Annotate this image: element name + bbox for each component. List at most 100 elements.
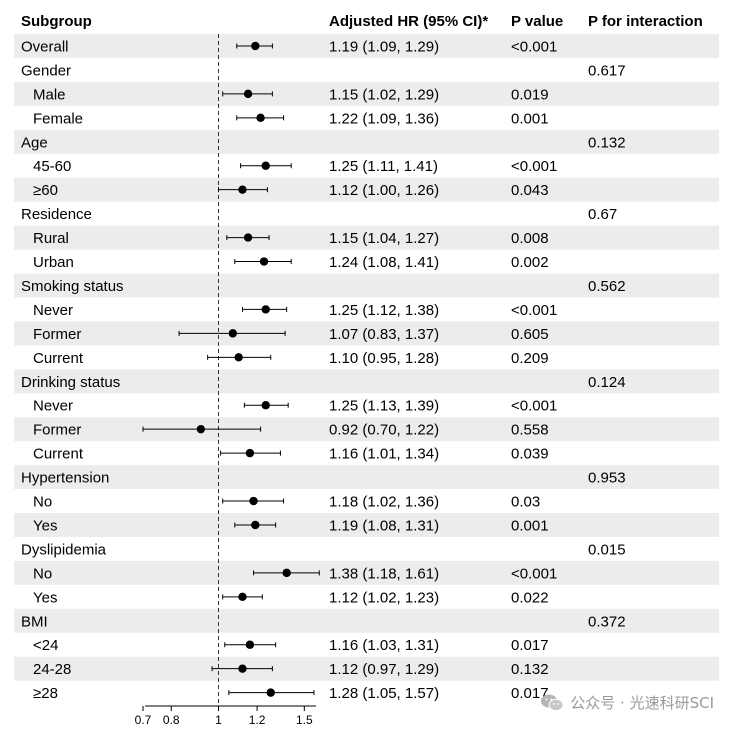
row-p-interaction: 0.562 [588,278,626,295]
row-label: Former [33,326,81,343]
row-hr-text: 1.12 (0.97, 1.29) [329,661,439,678]
hr-point [259,257,269,266]
row-label: 45-60 [33,158,71,175]
row-p-value: <0.001 [511,398,557,415]
hr-point [238,592,247,602]
row-hr-text: 1.15 (1.04, 1.27) [329,230,439,247]
x-tick-label: 1.5 [296,713,313,727]
hr-point [282,568,291,578]
row-p-value: 0.132 [511,661,549,678]
row-hr-text: 1.12 (1.00, 1.26) [329,182,439,199]
row-p-value: 0.017 [511,685,549,702]
row-label: Current [33,350,84,367]
hr-point [228,329,238,338]
row-p-value: 0.002 [511,254,549,271]
row-hr-text: 1.28 (1.05, 1.57) [329,685,439,702]
x-tick-label: 0.8 [163,713,180,727]
row-p-value: 0.03 [511,494,540,511]
row-p-value: <0.001 [511,302,557,319]
row-p-value: 0.001 [511,517,549,534]
hr-point [196,424,206,434]
row-hr-text: 1.25 (1.11, 1.41) [329,158,438,175]
row-p-value: <0.001 [511,38,557,55]
x-tick-label: 1 [215,713,222,727]
hr-point [245,448,255,458]
hr-point [261,401,270,410]
row-p-value: 0.008 [511,230,549,247]
row-label: Residence [21,206,92,223]
row-hr-text: 1.38 (1.18, 1.61) [329,565,439,582]
hr-point [261,161,270,170]
row-label: Current [33,446,84,463]
row-label: Overall [21,38,69,55]
row-p-interaction: 0.372 [588,613,626,630]
x-tick-label: 0.7 [135,713,152,727]
header-p-value: P value [511,13,563,30]
hr-point [234,353,243,362]
row-stripe [14,369,719,394]
row-label: Urban [33,254,74,271]
row-hr-text: 1.16 (1.01, 1.34) [329,446,439,463]
row-p-value: <0.001 [511,158,557,175]
row-label: Yes [33,517,57,534]
row-stripe [14,656,719,681]
row-stripe [14,560,719,585]
row-stripe [14,129,719,154]
row-p-value: <0.001 [511,565,557,582]
row-label: Drinking status [21,374,120,391]
header-p-interaction: P for interaction [588,13,703,30]
x-tick-label: 1.2 [249,713,266,727]
row-stripe [14,34,719,58]
row-p-value: 0.039 [511,446,549,463]
row-hr-text: 1.22 (1.09, 1.36) [329,110,439,127]
row-stripe [14,608,719,633]
row-hr-text: 1.07 (0.83, 1.37) [329,326,439,343]
row-stripe [14,81,719,106]
row-label: Former [33,422,81,439]
hr-point [266,688,275,697]
row-hr-text: 1.19 (1.09, 1.29) [329,38,439,55]
row-stripe [14,465,719,490]
hr-point [261,305,270,314]
row-label: Gender [21,62,71,79]
row-label: ≥60 [33,182,58,199]
row-label: No [33,565,52,582]
hr-point [238,185,247,194]
hr-point [256,113,265,123]
row-p-value: 0.209 [511,350,549,367]
row-label: Yes [33,589,57,606]
hr-point [251,520,260,530]
row-label: ≥28 [33,685,58,702]
row-p-interaction: 0.617 [588,62,626,79]
row-label: Male [33,86,66,103]
row-p-value: 0.017 [511,637,549,654]
row-label: Age [21,134,48,151]
row-hr-text: 1.12 (1.02, 1.23) [329,589,439,606]
row-label: Never [33,398,73,415]
row-stripe [14,225,719,250]
row-hr-text: 1.24 (1.08, 1.41) [329,254,439,271]
row-label: Smoking status [21,278,124,295]
row-p-value: 0.022 [511,589,549,606]
row-stripe [14,177,719,202]
header-hr: Adjusted HR (95% CI)* [329,13,488,30]
row-stripe [14,417,719,442]
row-p-interaction: 0.67 [588,206,617,223]
watermark-text: 公众号 · 光速科研SCI [570,694,714,712]
hr-point [251,41,260,51]
row-p-value: 0.605 [511,326,549,343]
row-hr-text: 1.16 (1.03, 1.31) [329,637,439,654]
row-hr-text: 1.10 (0.95, 1.28) [329,350,439,367]
row-label: Dyslipidemia [21,541,107,558]
row-stripe [14,273,719,298]
row-hr-text: 1.25 (1.12, 1.38) [329,302,439,319]
row-p-value: 0.019 [511,86,549,103]
row-label: No [33,494,52,511]
row-stripe [14,321,719,346]
row-label: BMI [21,613,48,630]
wechat-icon [541,694,564,711]
row-label: <24 [33,637,58,654]
row-hr-text: 1.19 (1.08, 1.31) [329,517,439,534]
row-label: Female [33,110,83,127]
